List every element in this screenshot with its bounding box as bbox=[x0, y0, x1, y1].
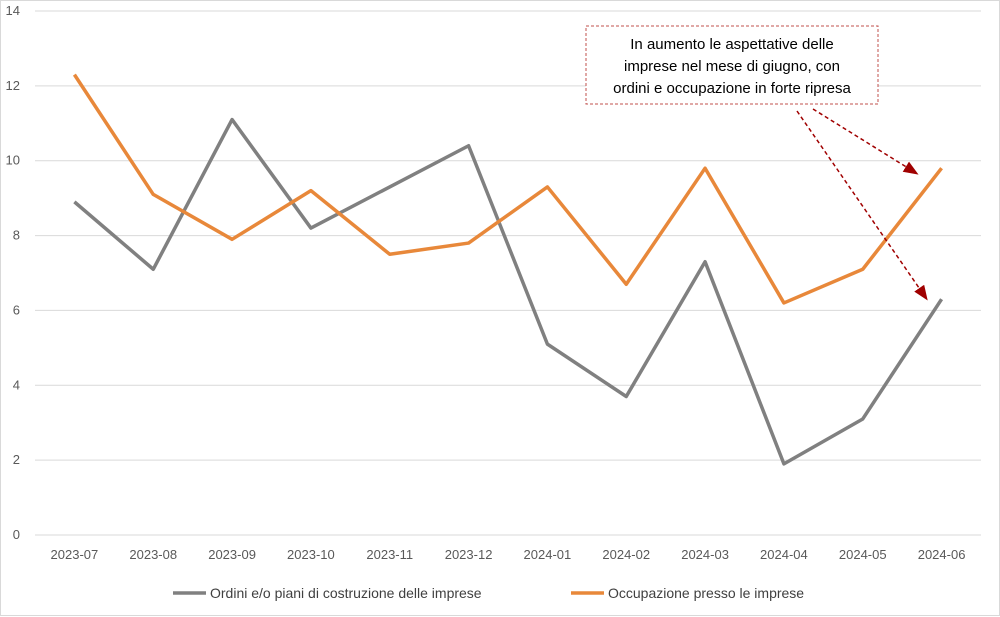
y-axis-ticks: 0 2 4 6 8 10 12 14 bbox=[6, 3, 20, 542]
y-tick-label: 14 bbox=[6, 3, 20, 18]
y-tick-label: 4 bbox=[13, 377, 20, 392]
x-tick-label: 2023-09 bbox=[208, 547, 256, 562]
x-tick-label: 2024-03 bbox=[681, 547, 729, 562]
y-tick-label: 2 bbox=[13, 452, 20, 467]
legend-label-series-2: Occupazione presso le imprese bbox=[608, 585, 804, 601]
x-tick-label: 2024-05 bbox=[839, 547, 887, 562]
annotation-arrow-orange bbox=[813, 109, 916, 173]
x-tick-label: 2024-04 bbox=[760, 547, 808, 562]
x-tick-label: 2023-11 bbox=[366, 547, 413, 562]
legend: Ordini e/o piani di costruzione delle im… bbox=[173, 585, 804, 601]
x-tick-label: 2023-08 bbox=[129, 547, 177, 562]
y-tick-label: 10 bbox=[6, 153, 20, 168]
x-tick-label: 2023-10 bbox=[287, 547, 335, 562]
annotation-line-1: In aumento le aspettative delle bbox=[630, 36, 833, 53]
legend-label-series-1: Ordini e/o piani di costruzione delle im… bbox=[210, 585, 482, 601]
x-tick-label: 2023-07 bbox=[51, 547, 99, 562]
x-tick-label: 2024-02 bbox=[602, 547, 650, 562]
x-tick-label: 2024-01 bbox=[524, 547, 572, 562]
x-axis-ticks: 2023-07 2023-08 2023-09 2023-10 2023-11 2023-… bbox=[51, 547, 966, 562]
annotation-line-3: ordini e occupazione in forte ripresa bbox=[613, 80, 851, 97]
y-tick-label: 8 bbox=[13, 228, 20, 243]
x-tick-label: 2023-12 bbox=[445, 547, 493, 562]
annotation-line-2: imprese nel mese di giugno, con bbox=[624, 58, 840, 75]
y-tick-label: 12 bbox=[6, 78, 20, 93]
y-tick-label: 0 bbox=[13, 527, 20, 542]
x-tick-label: 2024-06 bbox=[918, 547, 966, 562]
series-line-2 bbox=[74, 75, 941, 303]
series-lines bbox=[74, 75, 941, 464]
y-tick-label: 6 bbox=[13, 302, 20, 317]
